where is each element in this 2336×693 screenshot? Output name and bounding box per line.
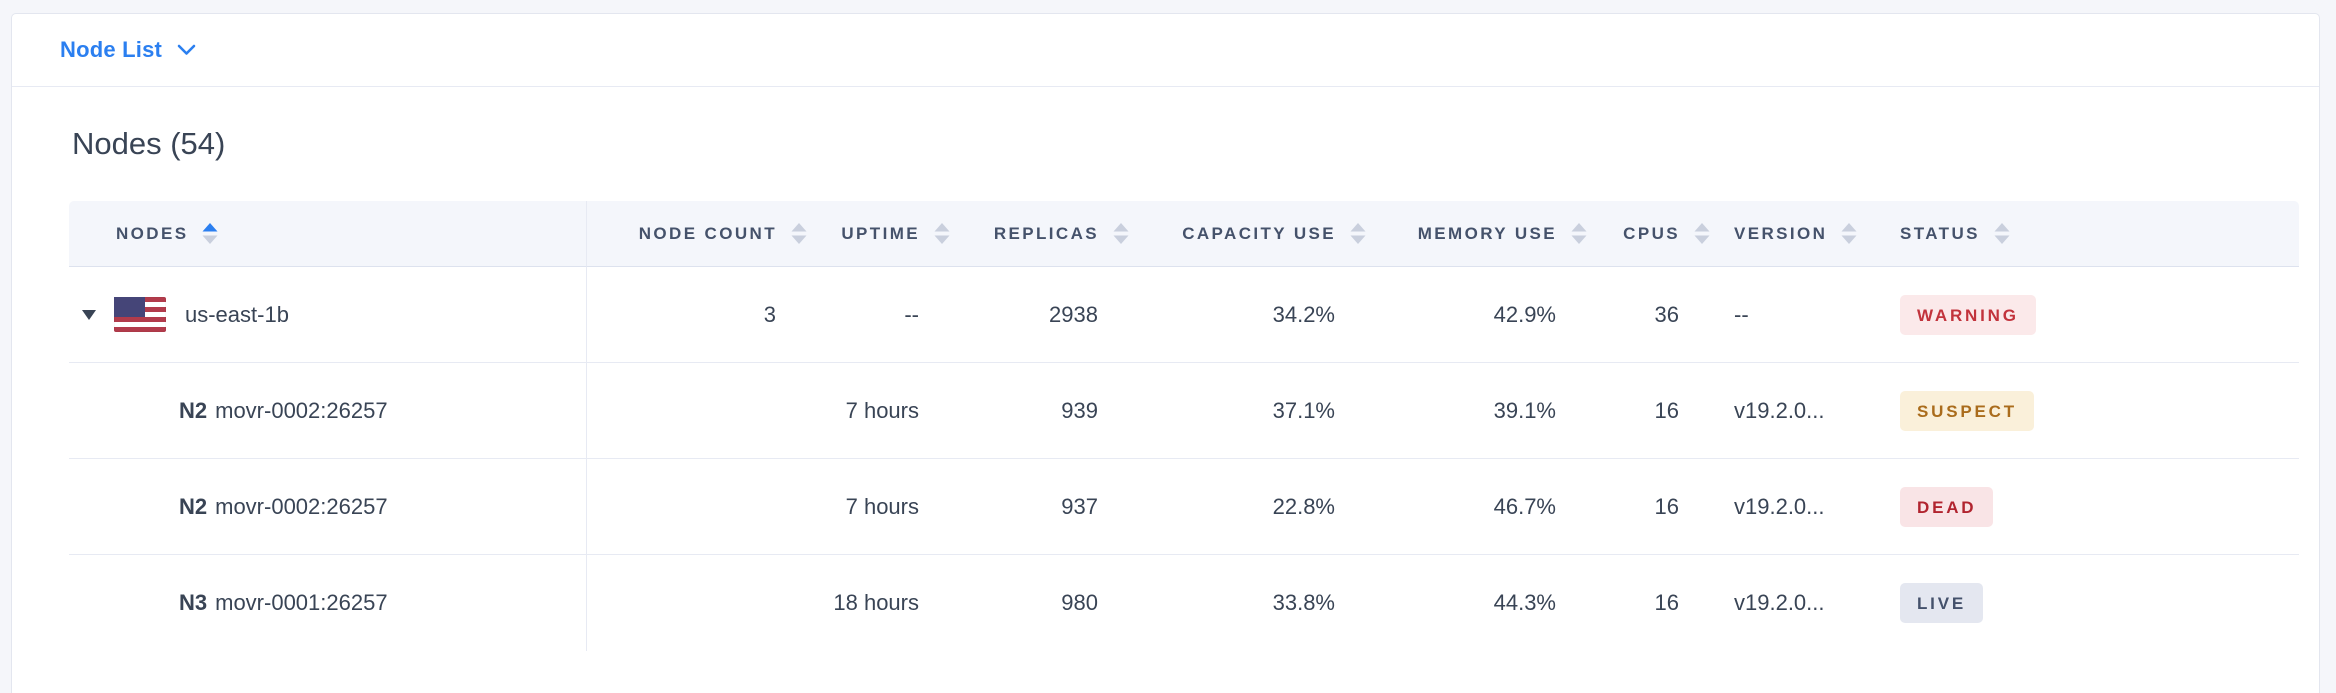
- node-list-dropdown-label: Node List: [60, 37, 163, 62]
- nodes-table-wrap: NODES NODE COUNT UPTIME: [69, 201, 2319, 651]
- cell-replicas: 939: [964, 363, 1143, 459]
- column-header-replicas[interactable]: REPLICAS: [964, 201, 1143, 267]
- cell-replicas: 980: [1061, 590, 1098, 615]
- node-id: N2: [179, 493, 208, 519]
- cell-memory-use: 44.3%: [1493, 590, 1556, 615]
- cell-cpus: 16: [1601, 363, 1724, 459]
- cell-memory-use: 39.1%: [1380, 363, 1601, 459]
- cell-cpus: 36: [1601, 267, 1724, 363]
- cell-node-count: 3: [587, 267, 821, 363]
- column-label-replicas: REPLICAS: [993, 223, 1099, 243]
- column-header-node-count[interactable]: NODE COUNT: [587, 201, 821, 267]
- column-header-status[interactable]: STATUS: [1886, 201, 2299, 267]
- collapse-caret-icon[interactable]: [82, 309, 96, 320]
- cell-replicas: 2938: [964, 267, 1143, 363]
- sort-icon[interactable]: [791, 223, 807, 244]
- cell-node-count: [587, 459, 821, 555]
- sort-icon[interactable]: [1994, 223, 2010, 244]
- status-badge: DEAD: [1900, 486, 1994, 527]
- status-badge: SUSPECT: [1900, 390, 2034, 431]
- sort-icon[interactable]: [1841, 223, 1857, 244]
- cell-version: v19.2.0...: [1724, 363, 1886, 459]
- column-label-capacity-use: CAPACITY USE: [1182, 223, 1336, 243]
- cell-capacity-use: 37.1%: [1143, 363, 1380, 459]
- cell-cpus: 16: [1654, 590, 1679, 615]
- column-header-version[interactable]: VERSION: [1724, 201, 1886, 267]
- cell-uptime: --: [821, 267, 964, 363]
- cell-memory-use: 46.7%: [1380, 459, 1601, 555]
- cell-capacity-use: 34.2%: [1143, 267, 1380, 363]
- node-list-dropdown[interactable]: Node List: [60, 37, 196, 63]
- table-row-node[interactable]: N2 movr-0002:26257 7 hours 937 22.8% 46.7…: [69, 459, 2299, 555]
- status-badge: LIVE: [1900, 583, 1983, 623]
- node-address: movr-0002:26257: [215, 493, 388, 519]
- column-label-uptime: UPTIME: [841, 223, 920, 243]
- cell-status: WARNING: [1886, 267, 2299, 363]
- column-label-status: STATUS: [1900, 223, 1980, 243]
- view-switcher-bar: Node List: [12, 14, 2319, 87]
- cell-version: v19.2.0...: [1724, 459, 1886, 555]
- cell-uptime: 7 hours: [821, 363, 964, 459]
- sort-icon[interactable]: [1694, 223, 1710, 244]
- region-name: us-east-1b: [185, 301, 289, 327]
- column-label-memory-use: MEMORY USE: [1417, 223, 1557, 243]
- cell-uptime: 18 hours: [833, 590, 919, 615]
- cell-memory-use: 42.9%: [1380, 267, 1601, 363]
- sort-icon[interactable]: [202, 223, 218, 244]
- node-id: N3: [179, 590, 208, 615]
- chevron-down-icon: [177, 44, 196, 56]
- sort-icon[interactable]: [1113, 223, 1129, 244]
- cell-capacity-use: 33.8%: [1272, 590, 1335, 615]
- sort-icon[interactable]: [934, 223, 950, 244]
- cell-node-count: [587, 555, 821, 651]
- column-header-memory-use[interactable]: MEMORY USE: [1380, 201, 1601, 267]
- node-id: N2: [179, 397, 208, 423]
- cell-capacity-use: 22.8%: [1143, 459, 1380, 555]
- sort-icon[interactable]: [1571, 223, 1587, 244]
- cell-replicas: 937: [964, 459, 1143, 555]
- column-label-node-count: NODE COUNT: [638, 223, 777, 243]
- table-header-row: NODES NODE COUNT UPTIME: [69, 201, 2299, 267]
- table-row-node[interactable]: N2 movr-0002:26257 7 hours 939 37.1% 39.1…: [69, 363, 2299, 459]
- column-label-nodes: NODES: [116, 223, 189, 243]
- node-address: movr-0001:26257: [215, 590, 388, 615]
- us-flag-icon: [114, 297, 166, 332]
- column-header-uptime[interactable]: UPTIME: [821, 201, 964, 267]
- node-list-card: Node List Nodes (54) NODES: [11, 13, 2320, 693]
- column-header-capacity-use[interactable]: CAPACITY USE: [1143, 201, 1380, 267]
- cell-uptime: 7 hours: [821, 459, 964, 555]
- cell-node-count: [587, 363, 821, 459]
- table-row-node[interactable]: N3 movr-0001:26257 18 hours 980 33.8% 44.…: [69, 555, 2299, 651]
- sort-icon[interactable]: [1350, 223, 1366, 244]
- page-title: Nodes (54): [72, 126, 226, 161]
- column-header-cpus[interactable]: CPUS: [1601, 201, 1724, 267]
- column-header-nodes[interactable]: NODES: [69, 201, 587, 267]
- cell-cpus: 16: [1601, 459, 1724, 555]
- table-row-region-us-east-1b[interactable]: us-east-1b 3 -- 2938 34.2% 42.9% 36 -- W…: [69, 267, 2299, 363]
- cell-version: v19.2.0...: [1734, 590, 1825, 615]
- node-address: movr-0002:26257: [215, 397, 388, 423]
- cell-status: DEAD: [1886, 459, 2299, 555]
- status-badge: WARNING: [1900, 294, 2036, 335]
- column-label-cpus: CPUS: [1623, 223, 1680, 243]
- cell-status: SUSPECT: [1886, 363, 2299, 459]
- cell-status: LIVE: [1886, 555, 2299, 651]
- cell-version: --: [1724, 267, 1886, 363]
- nodes-table: NODES NODE COUNT UPTIME: [69, 201, 2299, 651]
- column-label-version: VERSION: [1734, 223, 1828, 243]
